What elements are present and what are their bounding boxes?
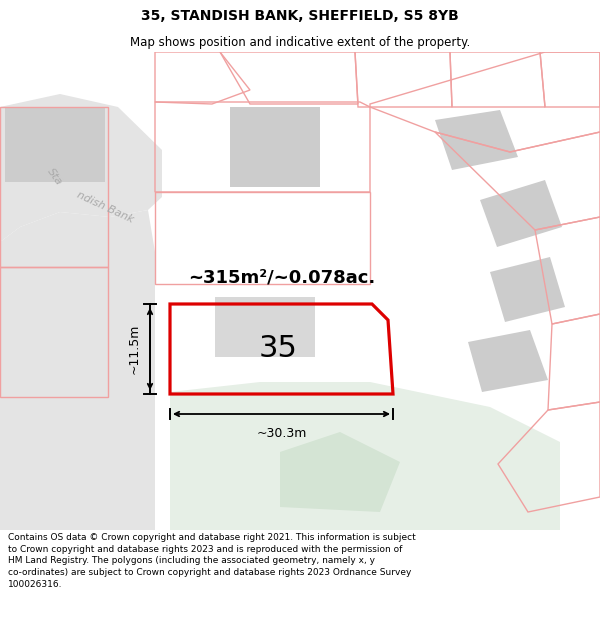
Text: ~315m²/~0.078ac.: ~315m²/~0.078ac. — [188, 269, 376, 287]
Polygon shape — [170, 382, 560, 530]
Polygon shape — [0, 94, 162, 242]
Polygon shape — [0, 210, 155, 530]
Text: Sta: Sta — [46, 167, 64, 187]
Polygon shape — [5, 107, 105, 182]
Text: 35, STANDISH BANK, SHEFFIELD, S5 8YB: 35, STANDISH BANK, SHEFFIELD, S5 8YB — [141, 9, 459, 23]
Text: ~11.5m: ~11.5m — [128, 324, 141, 374]
Polygon shape — [468, 330, 548, 392]
Text: ~30.3m: ~30.3m — [256, 427, 307, 440]
Polygon shape — [435, 110, 518, 170]
Text: Contains OS data © Crown copyright and database right 2021. This information is : Contains OS data © Crown copyright and d… — [8, 533, 416, 589]
Polygon shape — [490, 257, 565, 322]
Polygon shape — [215, 297, 315, 357]
Polygon shape — [280, 432, 400, 512]
Text: ndish Bank: ndish Bank — [75, 189, 135, 224]
Text: 35: 35 — [259, 334, 298, 364]
Polygon shape — [230, 107, 320, 187]
Text: Map shows position and indicative extent of the property.: Map shows position and indicative extent… — [130, 36, 470, 49]
Polygon shape — [480, 180, 562, 247]
